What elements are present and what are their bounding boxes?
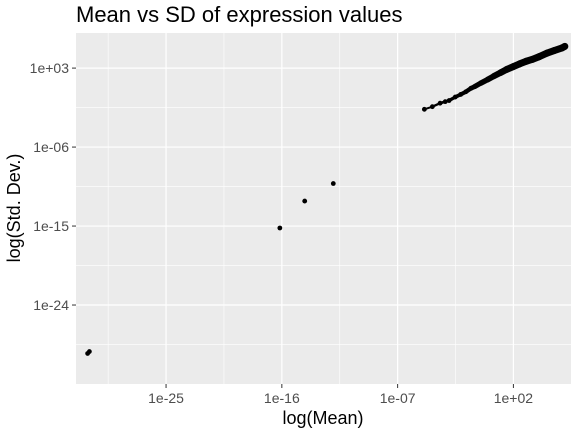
x-tick-label: 1e+02 [494,390,534,406]
x-tick-label: 1e-07 [380,390,416,406]
data-point [302,198,308,204]
plot-panel [76,33,571,384]
x-tick-label: 1e-25 [148,390,184,406]
x-tick-label: 1e-16 [264,390,300,406]
y-tick-label: 1e-15 [33,218,69,234]
data-point [86,349,92,354]
y-tick-label: 1e+03 [30,60,70,76]
dense-point-band [431,102,442,108]
y-tick-label: 1e-06 [33,139,69,155]
data-point [330,181,336,186]
x-axis: 1e-25 1e-16 1e-07 1e+02 [148,384,533,406]
dense-point-band [558,42,569,52]
y-axis: 1e+03 1e-06 1e-15 1e-24 [30,60,76,313]
grid-lines [76,33,571,384]
dense-point-band [423,105,434,111]
data-point [277,225,283,231]
y-tick-label: 1e-24 [33,297,69,313]
points-layer [85,42,569,356]
y-axis-title: log(Std. Dev.) [4,154,24,263]
x-axis-title: log(Mean) [282,408,363,428]
chart-title: Mean vs SD of expression values [76,2,403,27]
